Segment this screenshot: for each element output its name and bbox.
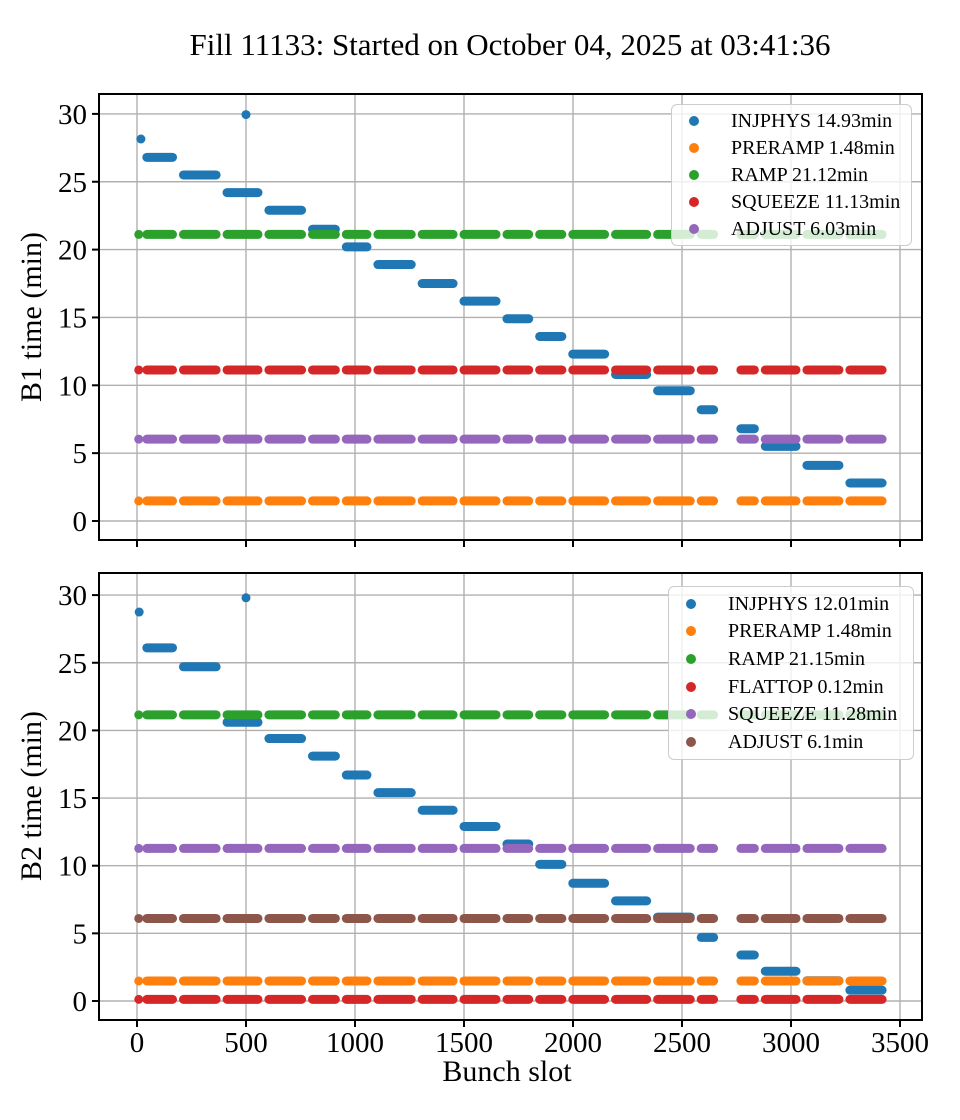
- legend-item-label: SQUEEZE 11.28min: [728, 703, 898, 726]
- legend-marker-dot: [686, 654, 696, 665]
- legend-marker-dot: [686, 737, 696, 748]
- b2-x-tick-label: 3000: [762, 1027, 820, 1059]
- b2-y-tick-label: 0: [73, 986, 88, 1018]
- legend-item-label: INJPHYS 14.93min: [731, 110, 893, 133]
- legend-item: PRERAMP 1.48min: [686, 621, 907, 641]
- legend-item: RAMP 21.12min: [689, 165, 905, 185]
- b2-x-tick-label: 500: [224, 1027, 268, 1059]
- b2-flattop-dot: [134, 994, 144, 1004]
- legend-item-label: ADJUST 6.03min: [731, 217, 877, 240]
- legend-item: RAMP 21.15min: [686, 649, 907, 669]
- legend-item-label: PRERAMP 1.48min: [731, 137, 895, 160]
- legend-marker-dot: [686, 681, 696, 692]
- legend-marker-dot: [689, 116, 699, 127]
- b2-squeeze-dot: [134, 843, 144, 853]
- b2-y-tick-label: 15: [58, 783, 87, 815]
- b1-y-axis-label: B1 time (min): [15, 232, 48, 402]
- legend-item-label: INJPHYS 12.01min: [728, 592, 890, 615]
- b1-y-tick-label: 15: [58, 302, 87, 334]
- legend-item: FLATTOP 0.12min: [686, 677, 907, 697]
- b2-x-tick-label: 2000: [544, 1027, 602, 1059]
- legend-marker-dot: [689, 223, 699, 234]
- legend-item: ADJUST 6.1min: [686, 732, 907, 752]
- legend-item: PRERAMP 1.48min: [689, 138, 905, 158]
- b1-y-tick-label: 30: [58, 99, 87, 131]
- legend-marker-dot: [689, 196, 699, 207]
- b1-y-tick-label: 10: [58, 370, 87, 402]
- legend-item-label: RAMP 21.15min: [728, 648, 866, 671]
- legend-marker-dot: [689, 143, 699, 154]
- x-axis-label: Bunch slot: [442, 1055, 572, 1088]
- legend-item-label: SQUEEZE 11.13min: [731, 190, 901, 213]
- b2-y-axis-label: B2 time (min): [15, 711, 48, 881]
- b2-preramp-dot: [134, 976, 144, 986]
- b2-ramp-dot: [134, 710, 144, 720]
- legend-item: SQUEEZE 11.13min: [689, 192, 905, 212]
- b2-x-tick-label: 3500: [871, 1027, 929, 1059]
- b2-axes-spine: [98, 572, 923, 1021]
- b2-adjust-dot: [134, 913, 144, 923]
- legend-marker-dot: [686, 598, 696, 609]
- b1-y-tick-label: 0: [73, 506, 88, 538]
- b2-y-tick-label: 30: [58, 580, 87, 612]
- legend-item-label: RAMP 21.12min: [731, 163, 869, 186]
- legend-marker-dot: [689, 169, 699, 180]
- b1-y-tick-label: 5: [73, 438, 88, 470]
- b1-y-tick-label: 25: [58, 167, 87, 199]
- legend-item: INJPHYS 12.01min: [686, 594, 907, 614]
- b2-legend: INJPHYS 12.01min PRERAMP 1.48min RAMP 21.1…: [668, 586, 914, 760]
- b1-injphys-dot: [136, 134, 146, 144]
- b1-injphys-dot: [241, 110, 251, 120]
- legend-item-label: PRERAMP 1.48min: [728, 620, 892, 643]
- b1-legend: INJPHYS 14.93min PRERAMP 1.48min RAMP 21.1…: [671, 104, 912, 246]
- b2-y-tick-label: 25: [58, 648, 87, 680]
- b2-injphys-dot: [241, 593, 251, 603]
- legend-item: ADJUST 6.03min: [689, 219, 905, 239]
- b2-x-tick-label: 1500: [435, 1027, 493, 1059]
- b2-y-tick-label: 20: [58, 715, 87, 747]
- b2-y-tick-label: 10: [58, 851, 87, 883]
- legend-item-label: ADJUST 6.1min: [728, 731, 864, 754]
- b1-y-tick-label: 20: [58, 235, 87, 267]
- legend-item: INJPHYS 14.93min: [689, 111, 905, 131]
- b1-adjust-dot: [134, 434, 144, 444]
- figure-title: Fill 11133: Started on October 04, 2025 …: [189, 27, 831, 62]
- b2-x-tick-label: 0: [130, 1027, 145, 1059]
- legend-item-label: FLATTOP 0.12min: [728, 675, 884, 698]
- b2-injphys-dot: [134, 607, 144, 617]
- legend-marker-dot: [686, 709, 696, 720]
- legend-item: SQUEEZE 11.28min: [686, 704, 907, 724]
- b1-squeeze-dot: [134, 365, 144, 375]
- b1-ramp-dot: [134, 229, 144, 239]
- b2-y-tick-label: 5: [73, 918, 88, 950]
- b2-x-tick-label: 1000: [326, 1027, 384, 1059]
- legend-marker-dot: [686, 626, 696, 637]
- b1-preramp-dot: [134, 496, 144, 506]
- b2-x-tick-label: 2500: [653, 1027, 711, 1059]
